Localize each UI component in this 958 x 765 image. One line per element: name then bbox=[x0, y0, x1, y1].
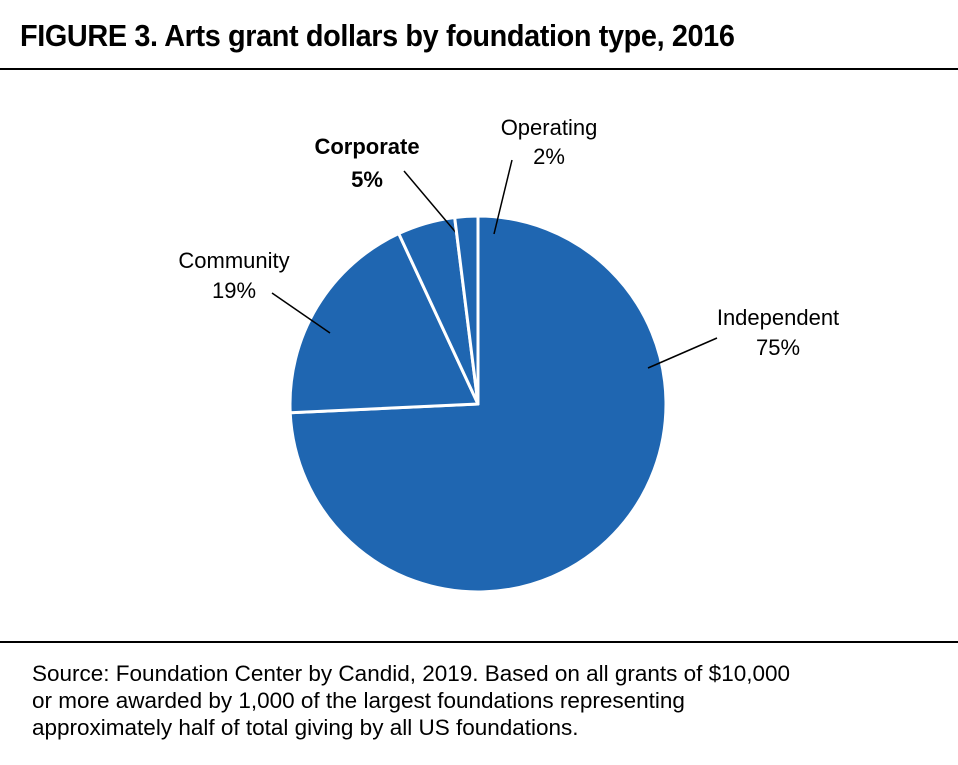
slice-name-community: Community bbox=[178, 248, 289, 273]
figure-title: FIGURE 3. Arts grant dollars by foundati… bbox=[20, 18, 735, 53]
slice-name-independent: Independent bbox=[717, 305, 839, 330]
source-line-1: Source: Foundation Center by Candid, 201… bbox=[32, 661, 791, 686]
bottom-divider bbox=[0, 641, 958, 643]
source-note: Source: Foundation Center by Candid, 201… bbox=[32, 660, 942, 741]
leader-line-corporate bbox=[403, 170, 459, 236]
source-line-3: approximately half of total giving by al… bbox=[32, 715, 579, 740]
source-line-2: or more awarded by 1,000 of the largest … bbox=[32, 688, 685, 713]
slice-name-corporate: Corporate bbox=[314, 134, 419, 159]
slice-percent-independent: 75% bbox=[756, 335, 800, 360]
leader-line-operating bbox=[493, 159, 513, 235]
slice-percent-community: 19% bbox=[212, 278, 256, 303]
leader-line-community bbox=[271, 292, 331, 334]
pie-slice-operating bbox=[453, 214, 480, 406]
top-divider bbox=[0, 68, 958, 70]
pie-slice-community bbox=[288, 232, 480, 415]
leader-line-independent bbox=[647, 337, 718, 369]
slice-percent-operating: 2% bbox=[533, 144, 565, 169]
slice-name-operating: Operating bbox=[501, 115, 598, 140]
pie-chart: Independent 75% Community 19% Corporate 5% Ope… bbox=[178, 115, 839, 594]
slice-percent-corporate: 5% bbox=[351, 167, 383, 192]
